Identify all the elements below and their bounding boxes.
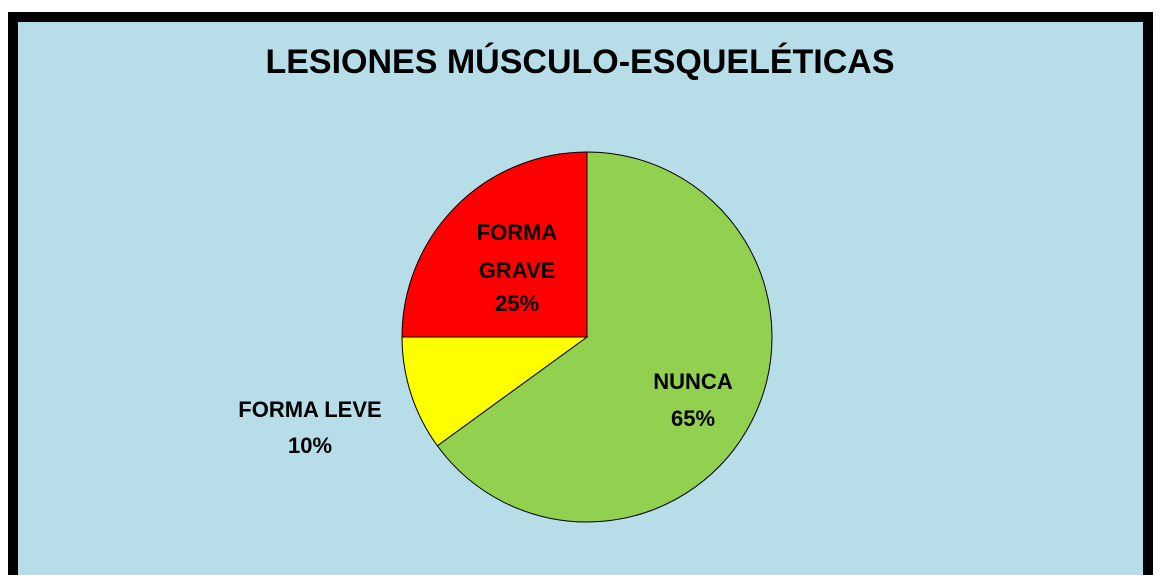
value-label: 65% bbox=[671, 406, 715, 431]
pie-slice bbox=[401, 151, 588, 338]
pie-slice bbox=[401, 336, 589, 447]
value-label: 25% bbox=[495, 291, 539, 316]
slice-label: FORMA LEVE bbox=[238, 397, 381, 422]
chart-title: LESIONES MÚSCULO-ESQUELÉTICAS bbox=[265, 43, 894, 81]
value-label: 10% bbox=[288, 433, 332, 458]
slice-label: NUNCA bbox=[653, 369, 733, 394]
slice-label-box: FORMA GRAVE bbox=[476, 220, 558, 283]
slice-label: FORMA GRAVE bbox=[476, 220, 558, 283]
pie-slice bbox=[436, 151, 773, 523]
